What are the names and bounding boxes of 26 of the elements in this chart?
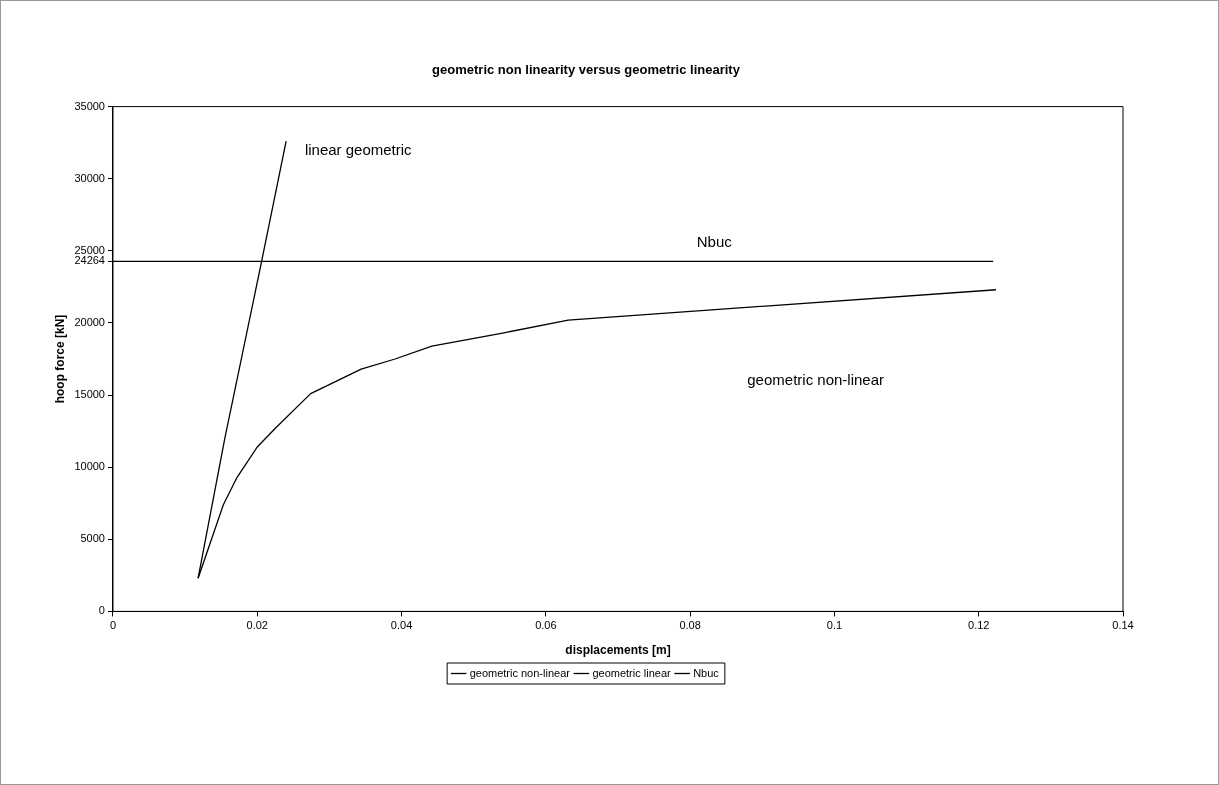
y-tick-label: 20000 <box>74 315 105 328</box>
chart-title: geometric non linearity versus geometric linearity <box>432 62 741 78</box>
annotation: geometric non-linear <box>747 371 885 389</box>
y-tick-label: 35000 <box>74 99 105 112</box>
x-tick-label: 0.12 <box>968 619 990 632</box>
annotation: linear geometric <box>304 140 413 158</box>
legend-label: geometric linear <box>592 666 672 679</box>
x-tick-label: 0 <box>109 619 117 632</box>
y-tick-label: 15000 <box>74 388 105 401</box>
legend-label: Nbuc <box>693 666 720 679</box>
x-tick-label: 0.02 <box>246 619 268 632</box>
y-tick-label: 24264 <box>74 254 105 267</box>
x-tick-label: 0.04 <box>390 619 413 632</box>
y-tick-label: 5000 <box>80 532 105 545</box>
x-tick-label: 0.06 <box>535 619 557 632</box>
x-axis-title: displacements [m] <box>565 643 671 658</box>
annotation: Nbuc <box>696 233 733 251</box>
y-tick-label: 0 <box>98 604 105 617</box>
y-tick-label: 30000 <box>74 171 105 184</box>
x-tick-label: 0.14 <box>1112 619 1134 632</box>
y-tick-label: 10000 <box>74 460 105 473</box>
y-axis-title: hoop force [kN] <box>52 314 67 404</box>
x-tick-label: 0.08 <box>679 619 701 632</box>
legend-label: geometric non-linear <box>469 666 571 679</box>
y-tick-label: 25000 <box>74 243 105 256</box>
x-tick-label: 0.1 <box>826 619 843 632</box>
